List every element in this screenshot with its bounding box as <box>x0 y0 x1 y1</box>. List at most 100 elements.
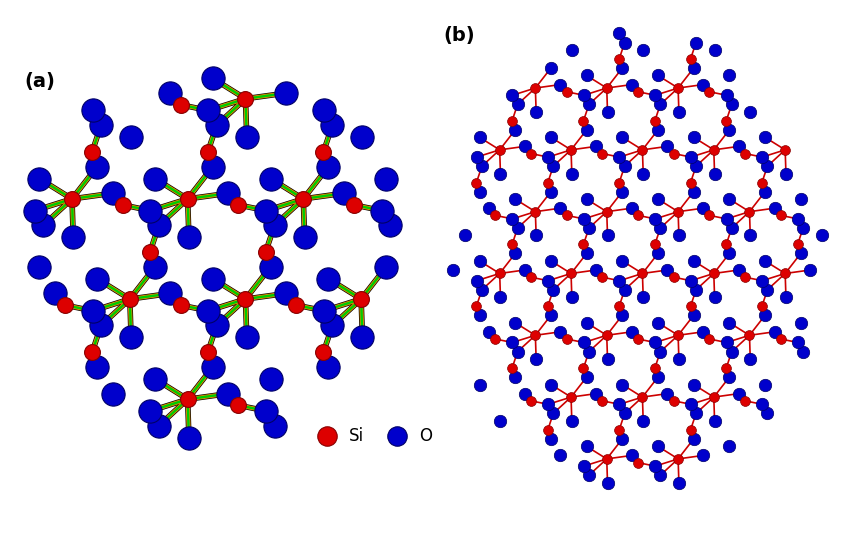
Point <box>689 38 703 47</box>
Point <box>649 91 662 99</box>
Point <box>615 311 629 320</box>
Point <box>684 153 698 161</box>
Point <box>505 116 518 125</box>
Point <box>232 401 246 410</box>
Point <box>779 145 792 154</box>
Point <box>222 189 235 198</box>
Point <box>493 145 507 154</box>
Point <box>541 425 554 434</box>
Point <box>577 462 591 470</box>
Point <box>649 215 662 223</box>
Point <box>768 327 781 336</box>
Point <box>739 149 752 158</box>
Point <box>553 80 567 89</box>
Point <box>580 195 593 204</box>
Point <box>601 355 615 363</box>
Point <box>707 393 721 401</box>
Point <box>756 276 769 285</box>
Point <box>758 311 772 320</box>
Point <box>511 223 524 232</box>
Point <box>201 148 214 156</box>
Point <box>632 335 645 344</box>
Point <box>240 333 253 342</box>
Point <box>210 321 224 330</box>
Point <box>86 106 99 115</box>
Point <box>541 153 555 161</box>
Point <box>601 231 615 240</box>
Legend: Si, O: Si, O <box>304 420 439 451</box>
Point <box>613 29 626 38</box>
Point <box>615 435 629 444</box>
Point <box>530 108 543 116</box>
Point <box>687 435 700 444</box>
Point <box>529 331 542 340</box>
Point <box>654 223 667 232</box>
Point <box>651 442 665 451</box>
Point <box>600 331 614 340</box>
Point <box>708 46 722 54</box>
Point <box>544 187 558 196</box>
Point <box>732 266 745 274</box>
Point <box>280 89 293 98</box>
Point <box>240 133 253 142</box>
Point <box>264 374 277 383</box>
Point <box>672 83 685 92</box>
Point <box>615 64 629 72</box>
Point <box>743 208 756 216</box>
Point <box>124 333 138 342</box>
Point <box>744 108 757 116</box>
Point <box>651 126 665 135</box>
Point <box>105 189 119 198</box>
Point <box>355 333 369 342</box>
Point <box>222 389 235 398</box>
Point <box>317 148 331 156</box>
Point <box>564 269 578 278</box>
Point <box>651 249 665 258</box>
Point <box>654 347 667 356</box>
Point <box>268 221 281 229</box>
Point <box>506 215 519 223</box>
Point <box>560 335 574 344</box>
Point <box>354 295 368 304</box>
Point <box>508 195 522 204</box>
Point <box>475 285 489 294</box>
Point <box>206 274 219 283</box>
Point <box>530 355 543 363</box>
Point <box>774 335 788 344</box>
Point <box>530 231 543 240</box>
Point <box>648 116 661 125</box>
Point <box>755 178 768 187</box>
Point <box>85 148 99 156</box>
Point <box>144 206 157 215</box>
Point <box>651 195 665 204</box>
Point <box>722 195 736 204</box>
Point <box>589 389 603 398</box>
Point <box>660 142 674 151</box>
Point <box>577 338 591 347</box>
Point <box>375 206 388 215</box>
Point <box>508 373 522 382</box>
Point <box>201 306 215 315</box>
Point <box>625 204 638 212</box>
Point <box>547 285 560 294</box>
Point <box>94 121 108 130</box>
Point <box>473 380 486 389</box>
Point <box>524 149 538 158</box>
Point <box>582 347 596 356</box>
Point <box>796 347 810 356</box>
Point <box>791 338 805 347</box>
Point <box>719 116 733 125</box>
Point <box>651 71 665 80</box>
Point <box>722 126 736 135</box>
Point <box>164 89 178 98</box>
Point <box>696 327 710 336</box>
Point <box>618 38 632 47</box>
Point <box>719 240 733 249</box>
Point <box>582 471 596 480</box>
Point <box>508 318 522 327</box>
Point <box>687 64 700 72</box>
Point <box>794 249 808 258</box>
Point <box>524 396 538 405</box>
Point <box>722 71 736 80</box>
Point <box>613 400 626 408</box>
